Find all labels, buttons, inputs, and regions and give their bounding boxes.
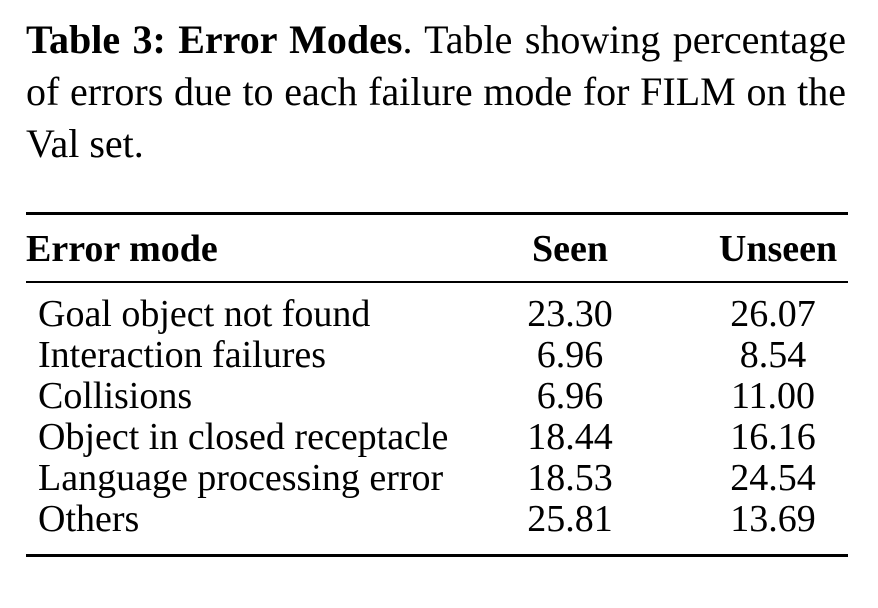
cell-seen: 18.53 <box>527 457 613 499</box>
table-bottom-rule <box>26 554 848 557</box>
table-caption: Table 3: Error Modes. Table showing perc… <box>26 14 846 170</box>
table-header-rule <box>26 281 848 283</box>
cell-error-mode: Collisions <box>38 375 193 417</box>
header-unseen: Unseen <box>718 228 838 270</box>
table-row: Object in closed receptacle 18.44 16.16 <box>26 417 848 458</box>
table-row: Language processing error 18.53 24.54 <box>26 458 848 499</box>
cell-error-mode: Goal object not found <box>38 293 371 335</box>
table-row: Collisions 6.96 11.00 <box>26 376 848 417</box>
cell-seen: 23.30 <box>527 293 613 335</box>
cell-seen: 25.81 <box>527 498 613 540</box>
cell-unseen: 16.16 <box>730 416 816 458</box>
table-body: Goal object not found 23.30 26.07 Intera… <box>26 294 848 540</box>
cell-error-mode: Others <box>38 498 140 540</box>
cell-seen: 18.44 <box>527 416 613 458</box>
cell-error-mode: Language processing error <box>38 457 444 499</box>
table-header-row: Error mode Seen Unseen <box>26 225 848 273</box>
table-top-rule <box>26 212 848 215</box>
cell-unseen: 26.07 <box>730 293 816 335</box>
cell-unseen: 8.54 <box>739 334 807 376</box>
header-seen: Seen <box>532 228 608 270</box>
caption-label: Table 3: Error Modes <box>26 17 403 62</box>
caption-text: . Table showing percentage of errors due… <box>26 17 846 166</box>
cell-unseen: 24.54 <box>730 457 816 499</box>
table-row: Others 25.81 13.69 <box>26 499 848 540</box>
header-error-mode: Error mode <box>26 228 218 270</box>
cell-error-mode: Object in closed receptacle <box>38 416 449 458</box>
cell-error-mode: Interaction failures <box>38 334 327 376</box>
cell-seen: 6.96 <box>536 334 604 376</box>
table-row: Interaction failures 6.96 8.54 <box>26 335 848 376</box>
cell-seen: 6.96 <box>536 375 604 417</box>
cell-unseen: 13.69 <box>730 498 816 540</box>
table-row: Goal object not found 23.30 26.07 <box>26 294 848 335</box>
cell-unseen: 11.00 <box>730 375 816 417</box>
